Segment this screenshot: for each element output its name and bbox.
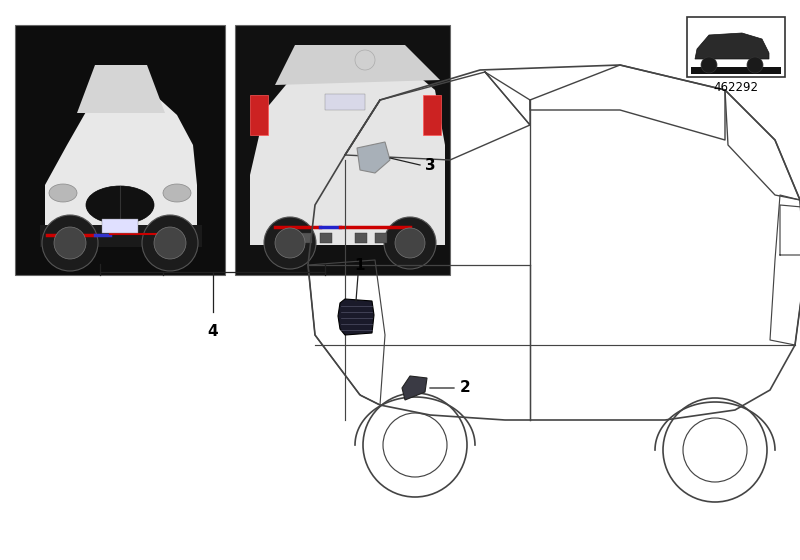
Circle shape [747,57,763,73]
Circle shape [264,217,316,269]
Polygon shape [275,45,440,85]
Text: 462292: 462292 [714,81,758,94]
Bar [423,95,441,135]
Bar [320,233,332,243]
Text: 1: 1 [354,258,366,273]
Circle shape [154,227,186,259]
Circle shape [701,57,717,73]
Bar [325,94,365,110]
Text: 4: 4 [207,324,218,339]
Bar [375,233,387,243]
Polygon shape [45,95,197,245]
Bar [300,233,312,243]
Circle shape [275,228,305,258]
Circle shape [54,227,86,259]
Ellipse shape [49,184,77,202]
Polygon shape [77,65,165,113]
Text: 3: 3 [425,157,436,172]
Polygon shape [338,299,374,335]
Bar [250,95,268,135]
Bar [355,233,367,243]
Circle shape [142,215,198,271]
Polygon shape [357,142,390,173]
Bar [40,225,202,247]
Ellipse shape [86,186,154,224]
Bar [691,67,781,74]
Bar [102,219,138,233]
Bar [15,25,225,275]
Circle shape [42,215,98,271]
Bar [687,17,785,77]
Polygon shape [250,65,445,245]
Circle shape [384,217,436,269]
Text: 2: 2 [460,380,470,395]
Polygon shape [402,376,427,400]
Circle shape [395,228,425,258]
Bar [235,25,450,275]
Polygon shape [695,33,769,59]
Ellipse shape [163,184,191,202]
